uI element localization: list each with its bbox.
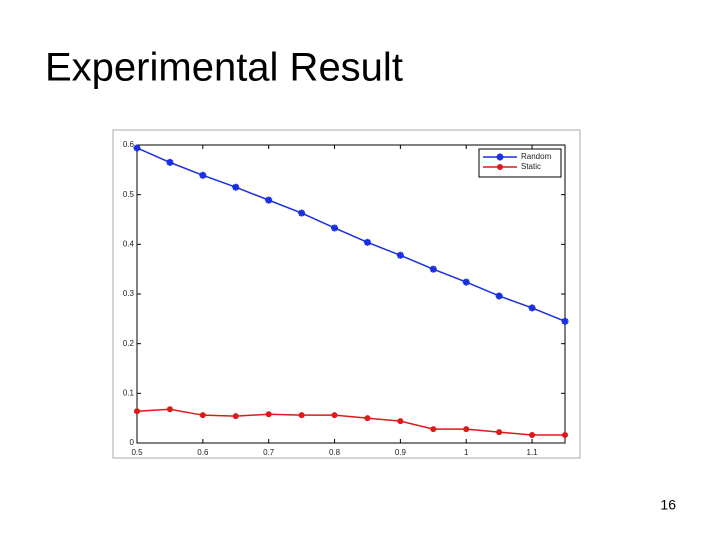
y-tick-label: 0.2 [123,339,135,348]
marker [232,183,240,191]
y-tick-label: 0.6 [123,140,135,149]
y-tick-label: 0 [130,438,135,447]
y-tick-label: 0.1 [123,388,135,397]
marker [528,304,536,312]
y-tick-label: 0.5 [123,190,135,199]
marker [166,406,173,413]
x-tick-label: 0.6 [197,448,209,457]
slide-title: Experimental Result [45,46,403,90]
marker [298,209,306,217]
marker [561,317,569,325]
x-tick-label: 0.7 [263,448,275,457]
series-line [136,408,565,436]
marker [397,418,404,425]
marker [134,408,140,415]
series-line [136,147,566,323]
marker [232,413,239,420]
marker [265,196,273,204]
marker [133,144,141,152]
marker [363,238,371,246]
marker [298,412,305,419]
marker [562,432,568,439]
x-tick-label: 1 [464,448,469,457]
legend-label: Random [521,152,552,161]
marker [364,415,371,422]
marker [429,265,437,273]
legend-label: Static [521,162,541,171]
marker [462,278,470,286]
marker [496,429,503,436]
page-number: 16 [660,497,676,513]
marker [496,153,504,161]
x-tick-label: 0.8 [329,448,341,457]
marker [430,426,437,433]
marker [331,412,338,419]
x-tick-label: 0.9 [395,448,407,457]
marker [497,164,503,170]
marker [396,251,404,259]
x-tick-label: 0.5 [131,448,143,457]
marker [495,292,503,300]
y-tick-label: 0.3 [123,289,135,298]
y-tick-label: 0.4 [123,239,135,248]
figure-frame [112,129,581,459]
marker [199,171,207,179]
marker [529,432,536,439]
marker [166,158,174,166]
x-tick-label: 1.1 [527,448,539,457]
marker [331,224,339,232]
legend-box [478,148,562,178]
marker [463,426,470,433]
marker [199,412,206,419]
marker [265,411,272,418]
